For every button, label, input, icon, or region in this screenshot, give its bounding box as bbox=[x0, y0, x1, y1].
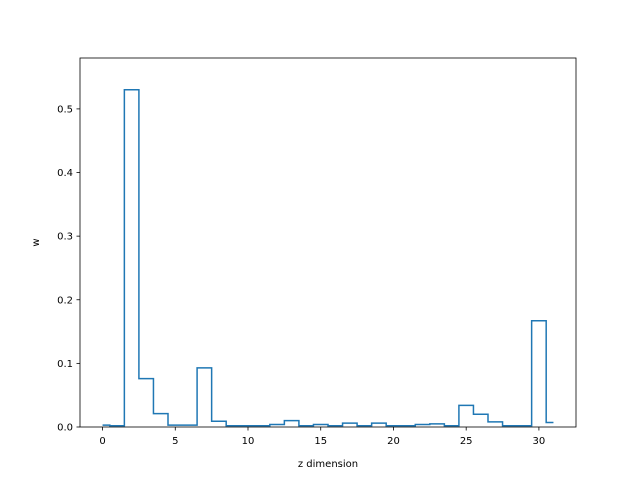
series-layer bbox=[102, 89, 554, 427]
y-tick-label: 0.5 bbox=[57, 104, 73, 115]
y-tick-label: 0.3 bbox=[57, 232, 73, 243]
y-tick-label: 0.1 bbox=[57, 359, 73, 370]
y-axis-ticks: 0.0 0.1 0.2 0.3 0.4 0.5 bbox=[57, 104, 80, 434]
y-tick-label: 0.4 bbox=[57, 168, 73, 179]
x-tick-label: 10 bbox=[242, 436, 255, 447]
series-step-line bbox=[102, 89, 554, 427]
x-tick-label: 0 bbox=[99, 436, 105, 447]
plot-frame bbox=[79, 57, 577, 428]
x-tick-label: 5 bbox=[172, 436, 178, 447]
x-tick-label: 30 bbox=[533, 436, 546, 447]
y-tick-label: 0.0 bbox=[57, 423, 73, 434]
plot-area bbox=[80, 58, 576, 427]
x-axis-ticks: 0 5 10 15 20 25 30 bbox=[99, 427, 545, 447]
y-axis-label: w bbox=[31, 238, 42, 246]
x-tick-label: 15 bbox=[314, 436, 327, 447]
y-tick-label: 0.2 bbox=[57, 295, 73, 306]
x-tick-label: 20 bbox=[387, 436, 400, 447]
x-axis-label: z dimension bbox=[298, 459, 358, 470]
x-tick-label: 25 bbox=[460, 436, 473, 447]
